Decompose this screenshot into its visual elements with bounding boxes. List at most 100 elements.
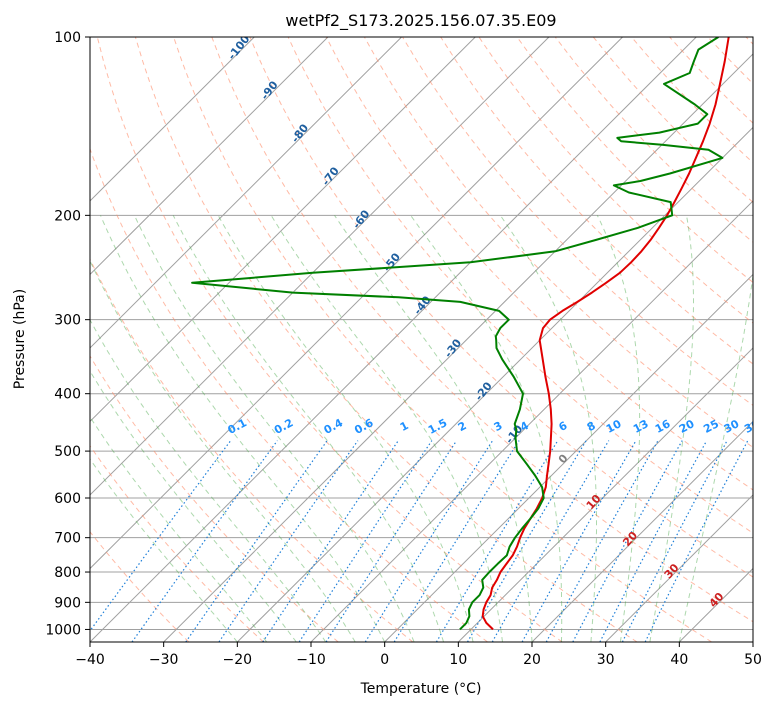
x-tick-label: −30 <box>149 652 179 668</box>
moist-adiabat-line <box>90 369 297 642</box>
isotherm-line <box>90 37 623 570</box>
dry-adiabat-line <box>90 530 190 642</box>
isotherm-line <box>236 126 753 642</box>
mixing-ratio-line <box>599 440 708 642</box>
mixing-ratio-line <box>491 440 610 642</box>
dry-adiabat-label: -70 <box>319 164 342 188</box>
moist-adiabat-line <box>270 215 503 642</box>
isotherm-line <box>310 200 753 642</box>
y-tick-label: 400 <box>54 387 81 403</box>
isotherm-line <box>605 494 753 642</box>
mixing-ratio-label: 30 <box>722 417 742 436</box>
isotherm-line <box>163 53 753 642</box>
mixing-ratio-label: 36 <box>742 417 762 436</box>
mixing-ratio-line <box>644 440 749 642</box>
mixing-ratio-line <box>90 440 232 632</box>
mixing-ratio-label: 3 <box>492 419 505 434</box>
plot-frame <box>89 36 754 643</box>
moist-adiabat-label: 40 <box>707 590 727 610</box>
moist-adiabat-line <box>678 272 753 642</box>
dewpoint-profile-line <box>191 37 724 631</box>
moist-adiabat-line <box>649 215 694 642</box>
y-tick-label: 600 <box>54 491 81 507</box>
isotherm-line <box>90 37 697 642</box>
isotherm-line <box>384 273 753 642</box>
mixing-ratio-line <box>325 440 458 642</box>
temperature-profile-line <box>481 37 730 631</box>
isotherm-line <box>90 37 476 423</box>
moist-adiabat-line <box>596 215 641 642</box>
moist-adiabat-line <box>133 215 415 642</box>
mixing-ratio-line <box>364 440 494 642</box>
mixing-ratio-line <box>572 440 683 642</box>
y-tick-label: 800 <box>54 565 81 581</box>
mixing-ratio-line <box>262 440 399 642</box>
dry-adiabat-line <box>211 37 753 623</box>
isotherm-line <box>90 37 550 496</box>
dry-adiabat-label: -40 <box>411 293 434 317</box>
x-tick-label: 30 <box>597 652 615 668</box>
y-tick-label: 300 <box>54 313 81 329</box>
x-tick-label: 10 <box>449 652 467 668</box>
x-axis-label: Temperature (°C) <box>360 681 482 697</box>
isotherm-line <box>90 37 329 276</box>
mixing-ratio-label: 2 <box>456 419 469 434</box>
dry-adiabat-line <box>554 37 753 243</box>
x-tick-label: 0 <box>380 652 389 668</box>
plot-area: 0.1 0.2 0.4 0.6 1 1.5 2 3 4 6 8 10 13 16 20 25 30 36-100-… <box>90 37 762 642</box>
mixing-ratio-label: 0.2 <box>272 416 295 437</box>
dry-adiabat-line <box>90 147 488 642</box>
axes: −40 −30 −20 −10 0 10 20 30 40 5010020030040050060… <box>45 30 762 668</box>
x-tick-label: 50 <box>744 652 762 668</box>
dry-adiabat-line <box>745 37 753 45</box>
y-tick-label: 200 <box>54 208 81 224</box>
chart-title: wetPf2_S173.2025.156.07.35.E09 <box>285 11 556 31</box>
dry-adiabat-label: -60 <box>350 207 373 231</box>
isotherm-line <box>90 37 255 202</box>
dry-adiabat-label: -50 <box>381 250 404 274</box>
mixing-ratio-label: 25 <box>701 417 721 436</box>
y-tick-label: 1000 <box>45 622 81 638</box>
moist-adiabat-label: 0 <box>556 451 571 466</box>
dry-adiabat-line <box>478 37 753 324</box>
mixing-ratio-line <box>298 440 433 642</box>
dry-adiabat-line <box>173 37 712 642</box>
x-tick-label: −20 <box>223 652 253 668</box>
mixing-ratio-label: 6 <box>557 419 570 434</box>
dry-adiabat-line <box>249 37 753 578</box>
dry-adiabat-line <box>707 37 753 85</box>
mixing-ratio-label: 13 <box>631 417 651 436</box>
dry-adiabat-label: -20 <box>472 379 495 403</box>
y-tick-label: 900 <box>54 595 81 611</box>
mixing-ratio-line <box>435 440 559 642</box>
mixing-ratio-line <box>218 440 359 642</box>
moist-adiabat-line <box>499 215 597 642</box>
mixing-ratio-label: 0.4 <box>322 416 346 437</box>
dry-adiabat-line <box>90 258 414 642</box>
mixing-ratio-line <box>466 440 587 642</box>
moist-adiabat-line <box>90 415 268 642</box>
dry-adiabat-line <box>90 355 339 642</box>
mixing-ratio-line <box>185 440 328 642</box>
isotherm-line <box>531 420 753 642</box>
mixing-ratio-line <box>521 440 637 642</box>
moist-adiabat-line <box>90 458 238 642</box>
y-tick-label: 700 <box>54 531 81 547</box>
dry-adiabat-label: -30 <box>442 336 465 360</box>
isotherm-line <box>678 567 753 642</box>
dry-adiabat-line <box>90 445 264 642</box>
dry-adiabat-label: -90 <box>258 78 281 102</box>
moist-adiabat-label: 10 <box>584 492 604 512</box>
mixing-ratio-line <box>545 440 659 642</box>
y-tick-label: 500 <box>54 444 81 460</box>
isotherm-line <box>457 347 753 642</box>
moist-adiabat-line <box>217 215 474 642</box>
mixing-ratio-label: 10 <box>604 417 624 436</box>
mixing-ratio-line <box>393 440 520 642</box>
dry-adiabat-line <box>516 37 753 284</box>
moist-adiabat-line <box>90 259 356 642</box>
x-tick-label: −10 <box>296 652 326 668</box>
isotherm-line <box>752 641 753 642</box>
x-tick-label: −40 <box>75 652 105 668</box>
